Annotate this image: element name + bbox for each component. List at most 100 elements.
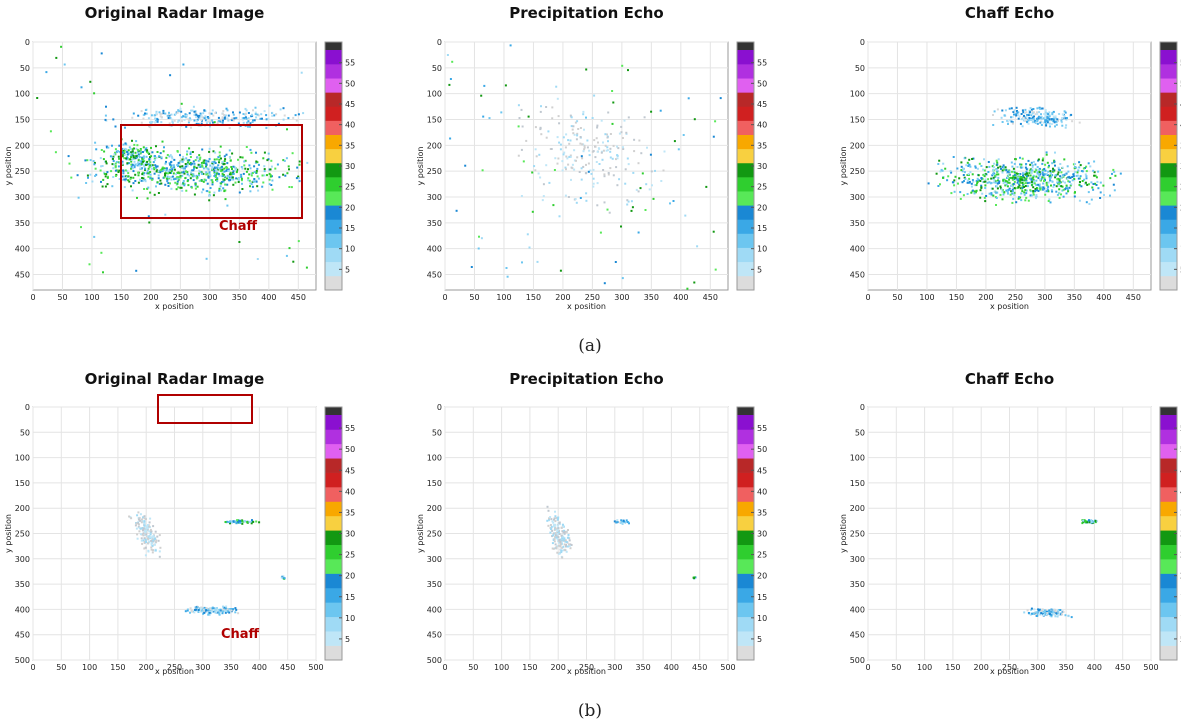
colorbar-band [1160, 646, 1177, 661]
echo-pixel [583, 129, 585, 131]
echo-pixel [632, 206, 634, 208]
y-tick-label: 100 [15, 454, 30, 463]
echo-pixel [142, 534, 144, 536]
echo-pixel [139, 168, 141, 170]
echo-pixel [141, 173, 143, 175]
echo-pixel [155, 185, 157, 187]
echo-pixel [190, 156, 192, 158]
echo-pixel [102, 186, 104, 188]
echo-pixel [1043, 168, 1045, 170]
echo-pixel [1003, 169, 1005, 171]
echo-pixel [1023, 177, 1025, 179]
echo-pixel [155, 121, 157, 123]
colorbar-band [737, 516, 754, 531]
echo-pixel [188, 159, 190, 161]
echo-pixel [1114, 189, 1116, 191]
echo-pixel [205, 167, 207, 169]
echo-pixel [593, 183, 595, 185]
echo-pixel [1021, 113, 1023, 115]
echo-pixel [1086, 184, 1088, 186]
echo-pixel [225, 198, 227, 200]
echo-pixel [1066, 188, 1068, 190]
echo-pixel [1032, 186, 1034, 188]
echo-pixel [233, 117, 235, 119]
echo-pixel [1054, 175, 1056, 177]
echo-pixel [161, 113, 163, 115]
echo-pixel [646, 147, 648, 149]
y-tick-label: 300 [427, 555, 442, 564]
echo-pixel [1028, 123, 1030, 125]
x-tick-label: 200 [139, 663, 154, 672]
echo-pixel [567, 139, 569, 141]
echo-pixel [1034, 164, 1036, 166]
echo-pixel [558, 122, 560, 124]
echo-pixel [521, 195, 523, 197]
echo-pixel [130, 156, 132, 158]
echo-pixel [1060, 185, 1062, 187]
colorbar-tick-label: 35 [345, 508, 355, 517]
echo-pixel [1011, 107, 1013, 109]
colorbar-band [1160, 530, 1177, 545]
echo-pixel [132, 177, 134, 179]
echo-pixel [1041, 176, 1043, 178]
echo-pixel [1045, 109, 1047, 111]
echo-pixel [1047, 171, 1049, 173]
echo-pixel [557, 136, 559, 138]
echo-pixel [169, 182, 171, 184]
echo-pixel [243, 164, 245, 166]
echo-pixel [551, 526, 553, 528]
echo-pixel [173, 166, 175, 168]
echo-pixel [1041, 124, 1043, 126]
echo-pixel [201, 180, 203, 182]
echo-pixel [113, 160, 115, 162]
echo-pixel [1044, 610, 1046, 612]
echo-pixel [124, 151, 126, 153]
echo-pixel [1027, 185, 1029, 187]
echo-pixel [994, 110, 996, 112]
echo-pixel [215, 175, 217, 177]
echo-pixel [552, 534, 554, 536]
echo-pixel [1091, 187, 1093, 189]
echo-pixel [610, 133, 612, 135]
echo-pixel [1046, 612, 1048, 614]
echo-pixel [1060, 171, 1062, 173]
echo-pixel [984, 170, 986, 172]
echo-pixel [1008, 174, 1010, 176]
echo-pixel [224, 158, 226, 160]
echo-pixel [299, 161, 301, 163]
echo-pixel [133, 144, 135, 146]
echo-pixel [146, 529, 148, 531]
echo-pixel [204, 179, 206, 181]
echo-pixel [1025, 185, 1027, 187]
echo-pixel [122, 155, 124, 157]
colorbar-band [737, 234, 754, 248]
echo-pixel [254, 180, 256, 182]
x-tick-label: 400 [1096, 293, 1111, 302]
echo-pixel [1012, 179, 1014, 181]
echo-pixel [996, 192, 998, 194]
echo-pixel [154, 159, 156, 161]
echo-pixel [299, 164, 301, 166]
echo-pixel [150, 529, 152, 531]
echo-pixel [184, 177, 186, 179]
echo-pixel [240, 176, 242, 178]
echo-pixel [269, 105, 271, 107]
echo-pixel [604, 133, 606, 135]
echo-pixel [1047, 117, 1049, 119]
echo-pixel [123, 179, 125, 181]
echo-pixel [1049, 177, 1051, 179]
echo-pixel [288, 165, 290, 167]
echo-pixel [1023, 183, 1025, 185]
echo-pixel [950, 192, 952, 194]
echo-pixel [597, 142, 599, 144]
echo-pixel [159, 556, 161, 558]
echo-pixel [1063, 611, 1065, 613]
echo-pixel [1005, 109, 1007, 111]
echo-pixel [1005, 169, 1007, 171]
y-tick-label: 350 [15, 580, 30, 589]
echo-pixel [190, 127, 192, 129]
echo-pixel [953, 156, 955, 158]
echo-pixel [144, 515, 146, 517]
echo-pixel [534, 169, 536, 171]
echo-pixel [126, 162, 128, 164]
